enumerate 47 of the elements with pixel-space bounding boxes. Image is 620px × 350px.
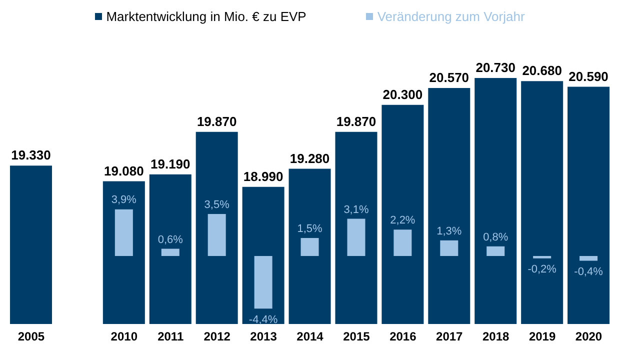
bar: [161, 248, 180, 256]
data-label: 20.300: [382, 86, 423, 102]
data-label: -4,4%: [248, 314, 278, 326]
bar: [486, 246, 505, 256]
data-label: 18.990: [243, 168, 284, 184]
data-label: 20.590: [568, 68, 608, 84]
x-tick-label: 2011: [158, 330, 184, 344]
data-label: 19.080: [104, 163, 144, 178]
data-label: 20.570: [429, 70, 470, 86]
data-label: -0,2%: [528, 263, 557, 276]
bar: [580, 256, 598, 261]
x-tick-label: 2020: [575, 330, 602, 344]
legend-label: Marktentwicklung in Mio. € zu EVP: [106, 8, 306, 24]
bar: [394, 230, 412, 256]
data-label: 20.730: [476, 60, 516, 75]
x-tick-label: 2019: [528, 330, 556, 344]
data-label: 19.870: [196, 114, 237, 129]
data-label: 19.280: [290, 150, 330, 166]
data-label: 0,6%: [158, 234, 184, 246]
legend-label: Veränderung zum Vorjahr: [377, 8, 525, 24]
data-label: 20.680: [522, 63, 562, 78]
bar: [208, 214, 226, 256]
data-label: 3,5%: [204, 199, 230, 211]
data-label: -0,4%: [574, 266, 604, 278]
x-tick-label: 2017: [436, 330, 464, 344]
x-tick-label: 2014: [296, 330, 324, 344]
data-label: 19.330: [11, 148, 51, 163]
x-tick-label: 2012: [204, 330, 231, 344]
x-tick-label: 2005: [18, 330, 45, 344]
data-label: 3,9%: [111, 194, 137, 206]
data-label: 0,8%: [483, 231, 508, 244]
bar: [114, 209, 133, 256]
data-label: 3,1%: [344, 204, 369, 216]
bar: [300, 238, 319, 256]
x-tick-label: 2016: [390, 330, 417, 344]
x-tick-label: 2013: [250, 330, 278, 344]
data-label: 1,3%: [436, 225, 462, 238]
data-label: 19.190: [150, 156, 190, 172]
bar: [347, 218, 366, 256]
data-label: 2,2%: [390, 214, 416, 227]
data-label: 19.870: [336, 114, 376, 129]
x-tick-label: 2015: [343, 330, 370, 344]
x-tick-label: 2010: [110, 330, 138, 344]
bar: [440, 240, 458, 256]
data-label: 1,5%: [297, 223, 323, 235]
x-tick-label: 2018: [482, 330, 510, 344]
bar: [254, 256, 272, 309]
